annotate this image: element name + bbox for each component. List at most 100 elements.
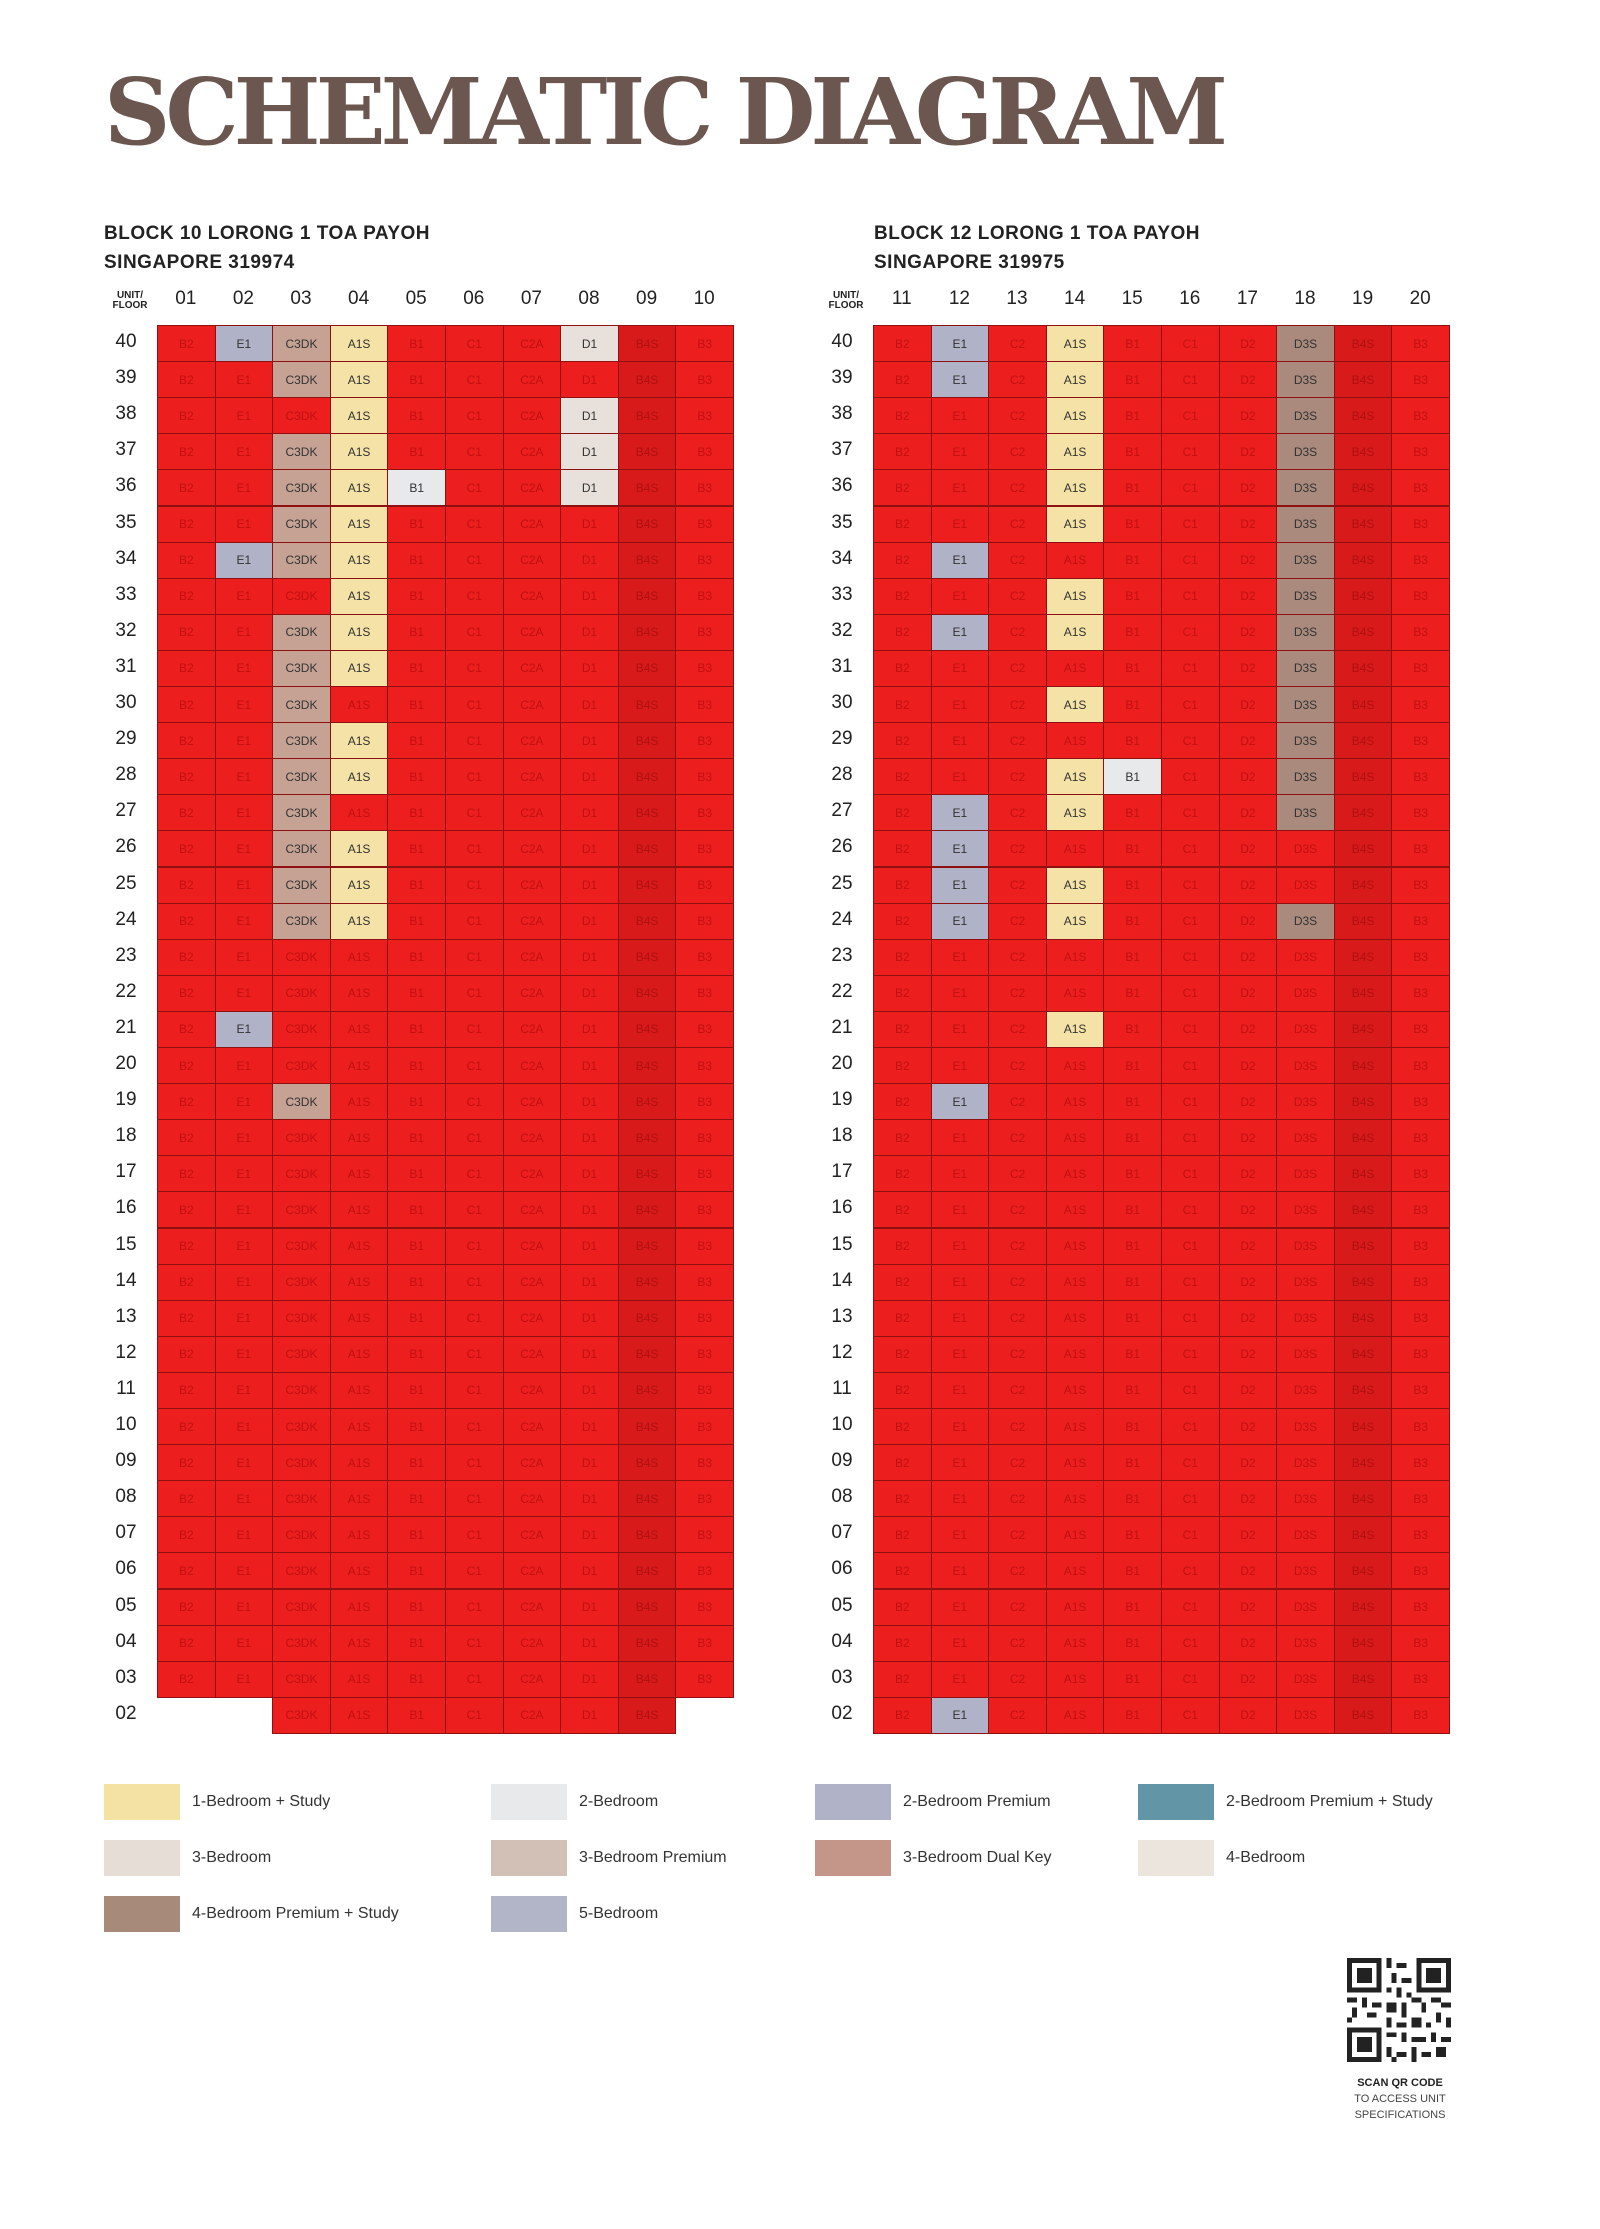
unit-cell[interactable]: D3S	[1276, 649, 1335, 687]
unit-cell[interactable]: C1	[445, 1299, 504, 1337]
unit-cell[interactable]: B1	[387, 686, 446, 724]
unit-cell[interactable]: B3	[675, 1408, 734, 1446]
unit-cell[interactable]: B1	[387, 1624, 446, 1662]
unit-cell[interactable]: C3DK	[272, 361, 331, 399]
unit-cell[interactable]: A1S	[1045, 1119, 1105, 1157]
unit-cell[interactable]: C3DK	[272, 577, 331, 615]
unit-cell[interactable]: A1S	[329, 1408, 389, 1446]
unit-cell[interactable]: E1	[930, 1299, 990, 1337]
unit-cell[interactable]: E1	[930, 794, 990, 832]
unit-cell[interactable]: B4S	[617, 325, 677, 363]
unit-cell[interactable]: E1	[214, 1660, 274, 1698]
unit-cell[interactable]: D3S	[1276, 577, 1335, 615]
unit-cell[interactable]: D2	[1218, 613, 1278, 651]
unit-cell[interactable]: B3	[1391, 866, 1450, 904]
unit-cell[interactable]: C2A	[502, 1047, 562, 1085]
unit-cell[interactable]: B2	[873, 577, 932, 615]
unit-cell[interactable]: C3DK	[272, 469, 331, 507]
unit-cell[interactable]: A1S	[1045, 1083, 1105, 1121]
unit-cell[interactable]: E1	[930, 686, 990, 724]
unit-cell[interactable]: C2	[988, 1408, 1047, 1446]
unit-cell[interactable]: D3S	[1276, 1263, 1335, 1301]
unit-cell[interactable]: B4S	[617, 397, 677, 435]
unit-cell[interactable]: C1	[1161, 1191, 1220, 1229]
unit-cell[interactable]: D1	[560, 613, 619, 651]
unit-cell[interactable]: B2	[873, 1444, 932, 1482]
unit-cell[interactable]: B3	[1391, 1263, 1450, 1301]
unit-cell[interactable]: C1	[445, 1155, 504, 1193]
unit-cell[interactable]: C2	[988, 722, 1047, 760]
unit-cell[interactable]: B4S	[617, 613, 677, 651]
unit-cell[interactable]: A1S	[329, 758, 389, 796]
unit-cell[interactable]: A1S	[1045, 505, 1105, 543]
unit-cell[interactable]: B2	[157, 505, 216, 543]
unit-cell[interactable]: B1	[1103, 577, 1162, 615]
unit-cell[interactable]: C2A	[502, 1371, 562, 1409]
unit-cell[interactable]: C1	[1161, 1696, 1220, 1734]
unit-cell[interactable]: B2	[873, 794, 932, 832]
unit-cell[interactable]: A1S	[329, 433, 389, 471]
unit-cell[interactable]: B3	[675, 794, 734, 832]
unit-cell[interactable]: D1	[560, 1010, 619, 1048]
unit-cell[interactable]: B1	[387, 794, 446, 832]
unit-cell[interactable]: B1	[1103, 1408, 1162, 1446]
unit-cell[interactable]: D1	[560, 758, 619, 796]
unit-cell[interactable]: B3	[675, 469, 734, 507]
unit-cell[interactable]: C1	[1161, 1263, 1220, 1301]
unit-cell[interactable]: C1	[1161, 325, 1220, 363]
unit-cell[interactable]: B4S	[1333, 974, 1393, 1012]
unit-cell[interactable]: B4S	[617, 1227, 677, 1265]
unit-cell[interactable]: E1	[214, 1119, 274, 1157]
unit-cell[interactable]: B4S	[1333, 1371, 1393, 1409]
unit-cell[interactable]: C2	[988, 974, 1047, 1012]
unit-cell[interactable]: B2	[157, 1191, 216, 1229]
unit-cell[interactable]: B4S	[617, 1047, 677, 1085]
unit-cell[interactable]: B2	[873, 1263, 932, 1301]
unit-cell[interactable]: C2A	[502, 1119, 562, 1157]
unit-cell[interactable]: D3S	[1276, 1335, 1335, 1373]
unit-cell[interactable]: C2	[988, 1696, 1047, 1734]
unit-cell[interactable]: E1	[214, 577, 274, 615]
unit-cell[interactable]: B3	[675, 361, 734, 399]
unit-cell[interactable]: D1	[560, 361, 619, 399]
unit-cell[interactable]: C3DK	[272, 758, 331, 796]
unit-cell[interactable]: D1	[560, 794, 619, 832]
unit-cell[interactable]: D3S	[1276, 1191, 1335, 1229]
unit-cell[interactable]: D2	[1218, 577, 1278, 615]
unit-cell[interactable]: B4S	[617, 938, 677, 976]
unit-cell[interactable]: E1	[930, 433, 990, 471]
unit-cell[interactable]: A1S	[329, 1371, 389, 1409]
unit-cell[interactable]: E1	[214, 613, 274, 651]
unit-cell[interactable]: C2A	[502, 505, 562, 543]
unit-cell[interactable]: D1	[560, 1119, 619, 1157]
unit-cell[interactable]: C2A	[502, 361, 562, 399]
unit-cell[interactable]: B1	[1103, 1588, 1162, 1626]
unit-cell[interactable]: C2	[988, 433, 1047, 471]
unit-cell[interactable]: C2A	[502, 1010, 562, 1048]
unit-cell[interactable]: A1S	[329, 469, 389, 507]
unit-cell[interactable]: A1S	[1045, 794, 1105, 832]
unit-cell[interactable]: A1S	[1045, 397, 1105, 435]
unit-cell[interactable]: E1	[930, 1010, 990, 1048]
unit-cell[interactable]: C1	[445, 577, 504, 615]
unit-cell[interactable]: A1S	[329, 361, 389, 399]
unit-cell[interactable]: B3	[675, 938, 734, 976]
unit-cell[interactable]: B1	[387, 1047, 446, 1085]
unit-cell[interactable]: D2	[1218, 830, 1278, 868]
unit-cell[interactable]: C1	[1161, 469, 1220, 507]
unit-cell[interactable]: E1	[214, 1444, 274, 1482]
unit-cell[interactable]: B3	[1391, 1516, 1450, 1554]
unit-cell[interactable]: A1S	[1045, 938, 1105, 976]
unit-cell[interactable]: A1S	[1045, 1335, 1105, 1373]
unit-cell[interactable]: B3	[1391, 758, 1450, 796]
unit-cell[interactable]: B2	[873, 469, 932, 507]
unit-cell[interactable]: D1	[560, 1624, 619, 1662]
unit-cell[interactable]: C3DK	[272, 397, 331, 435]
unit-cell[interactable]: C2	[988, 1191, 1047, 1229]
unit-cell[interactable]: D3S	[1276, 722, 1335, 760]
unit-cell[interactable]: A1S	[1045, 722, 1105, 760]
unit-cell[interactable]: D1	[560, 1408, 619, 1446]
unit-cell[interactable]: C1	[445, 1624, 504, 1662]
unit-cell[interactable]: C2A	[502, 974, 562, 1012]
unit-cell[interactable]: D1	[560, 722, 619, 760]
